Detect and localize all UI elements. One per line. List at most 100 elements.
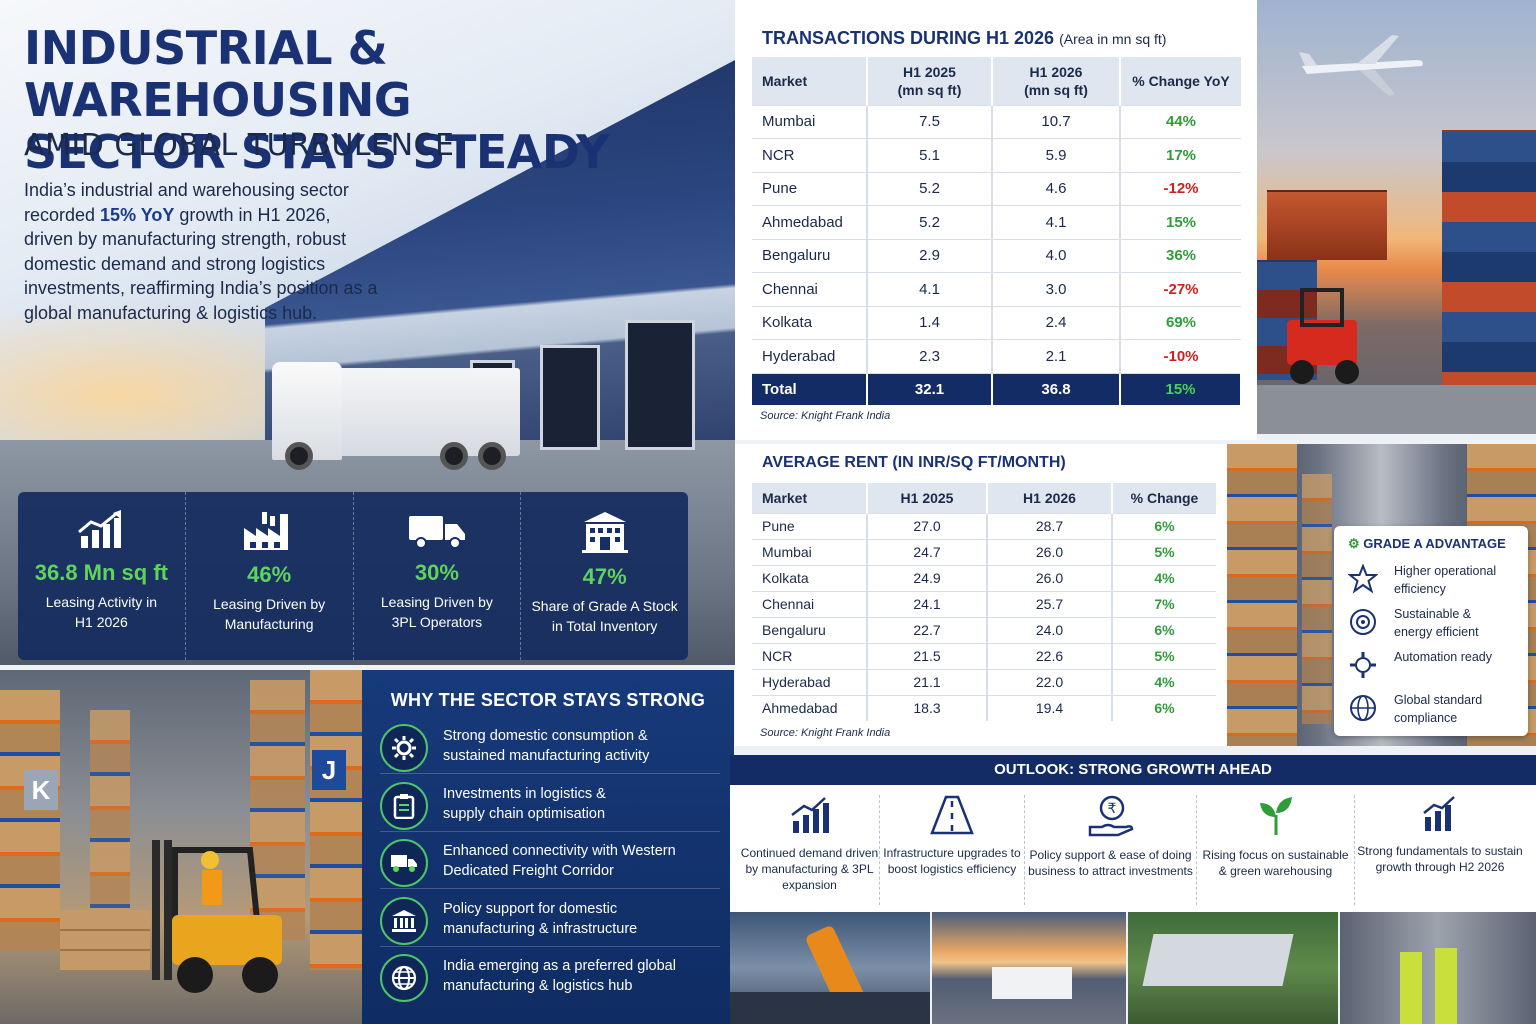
table-cell: 26.0: [987, 564, 1113, 591]
table-row: Bengaluru 22.7 24.0 6%: [752, 616, 1216, 643]
outlook-item-text: Strong fundamentals to sustain growth th…: [1357, 844, 1523, 874]
table-cell: 5%: [1112, 642, 1216, 669]
stat-card: 30% Leasing Driven by 3PL Operators: [354, 492, 522, 660]
table-cell: 44%: [1120, 104, 1241, 139]
table-cell: -12%: [1120, 171, 1241, 206]
grade-item-text: Higher operational efficiency: [1394, 564, 1497, 596]
table-cell: 15%: [1120, 372, 1242, 405]
warehouse-interior-photo: K J: [0, 670, 362, 1024]
conveyor: [730, 992, 930, 1024]
outlook-section: OUTLOOK: STRONG GROWTH AHEAD Continued d…: [730, 755, 1536, 912]
table-row: NCR 5.1 5.9 17%: [752, 138, 1241, 172]
table-cell: 4%: [1112, 668, 1216, 695]
why-item-text: India emerging as a preferred global man…: [443, 958, 676, 994]
stat-value: 30%: [414, 560, 459, 585]
table-cell: 7.5: [867, 104, 993, 139]
loading-dock: [540, 345, 600, 450]
loading-dock: [625, 320, 695, 450]
table-cell: 4.1: [867, 272, 993, 306]
why-item-text: Enhanced connectivity with Western Dedic…: [443, 843, 676, 879]
transactions-title-text: TRANSACTIONS DURING H1 2026: [762, 28, 1055, 48]
table-cell: 3.0: [992, 272, 1121, 306]
average-rent-table: Market H1 2025 H1 2026 % Change Pune 27.0…: [752, 483, 1216, 721]
stat-card: 47% Share of Grade A Stock in Total Inve…: [521, 492, 688, 660]
table-row: NCR 21.5 22.6 5%: [752, 642, 1216, 669]
table-cell: 36.8: [992, 372, 1121, 405]
growth-chart-icon: [790, 797, 829, 833]
grade-item-text: Global standard compliance: [1394, 693, 1483, 725]
why-item-text: Strong domestic consumption & sustained …: [443, 728, 650, 764]
storage-rack: [310, 670, 362, 970]
intro-highlight: 15% YoY: [100, 204, 175, 225]
freight-truck-icon: [380, 839, 428, 887]
column-header-text: H1 2025: [903, 63, 956, 80]
table-cell: 5.9: [992, 138, 1121, 172]
factory-icon: [244, 512, 289, 550]
table-cell: 24.9: [867, 564, 988, 591]
table-cell: 22.6: [987, 642, 1113, 669]
table-cell: Bengaluru: [752, 616, 868, 643]
table-cell: 24.1: [867, 590, 988, 617]
table-row: Kolkata 1.4 2.4 69%: [752, 305, 1241, 340]
table-row: Kolkata 24.9 26.0 4%: [752, 564, 1216, 591]
svg-text:₹: ₹: [1107, 801, 1116, 817]
column-header-unit: (mn sq ft): [1024, 81, 1088, 98]
table-cell: 25.7: [987, 590, 1113, 617]
table-cell: 26.0: [987, 538, 1113, 565]
table-cell: Mumbai: [752, 104, 868, 139]
why-item-text: Investments in logistics & supply chain …: [443, 786, 606, 822]
truck-wheel: [440, 442, 468, 470]
storage-rack: [1227, 444, 1297, 746]
truck-wheel: [478, 442, 506, 470]
star-icon: [1348, 564, 1378, 594]
table-cell: 17%: [1120, 138, 1241, 172]
column-header: Market: [752, 57, 868, 105]
why-item: Strong domestic consumption & sustained …: [380, 722, 720, 774]
rent-source: Source: Knight Frank India: [760, 727, 891, 739]
truck-icon: [408, 516, 465, 549]
automation-gear-icon: [1350, 652, 1376, 678]
factory-robot-photo: [730, 912, 930, 1024]
table-cell: 2.4: [992, 305, 1121, 340]
table-row: Hyderabad 2.3 2.1 -10%: [752, 339, 1241, 373]
table-cell: NCR: [752, 642, 868, 669]
table-row: Ahmedabad 5.2 4.1 15%: [752, 205, 1241, 239]
grade-title: ⚙ GRADE A ADVANTAGE: [1348, 536, 1506, 552]
outlook-item: Continued demand driven by manufacturing…: [740, 795, 880, 905]
table-row: Chennai 24.1 25.7 7%: [752, 590, 1216, 617]
gear-badge-icon: ⚙: [1348, 536, 1360, 551]
table-cell: 19.4: [987, 694, 1113, 721]
shipping-container: [1267, 190, 1387, 260]
government-building-icon: [380, 897, 428, 945]
table-cell: 6%: [1112, 694, 1216, 721]
why-sector-strong-panel: WHY THE SECTOR STAYS STRONG Strong domes…: [362, 670, 734, 1024]
grade-item-text: Automation ready: [1394, 650, 1492, 664]
title-line-1: INDUSTRIAL & WAREHOUSING: [24, 21, 412, 127]
table-cell: 15%: [1120, 205, 1241, 239]
table-cell: 4%: [1112, 564, 1216, 591]
table-cell: NCR: [752, 138, 868, 172]
why-item: Enhanced connectivity with Western Dedic…: [380, 837, 720, 889]
stat-value: 36.8 Mn sq ft: [34, 560, 168, 585]
truck-trailer: [330, 368, 520, 456]
building-icon: [581, 512, 628, 553]
forklift-illustration: [1287, 288, 1359, 384]
outlook-item: Strong fundamentals to sustain growth th…: [1355, 795, 1525, 905]
key-stats-panel: 36.8 Mn sq ft Leasing Activity in H1 202…: [18, 492, 688, 660]
table-cell: 2.3: [867, 339, 993, 373]
outlook-item: ₹ Policy support & ease of doing busines…: [1025, 795, 1197, 905]
column-header: H1 2025: [867, 483, 988, 513]
table-cell: 2.9: [867, 238, 993, 273]
stat-label: Leasing Driven by 3PL Operators: [380, 594, 493, 630]
table-cell: Pune: [752, 512, 868, 539]
intro-paragraph: India’s industrial and warehousing secto…: [24, 178, 384, 325]
table-cell: 21.5: [867, 642, 988, 669]
table-cell: 5.1: [867, 138, 993, 172]
column-header: % Change: [1112, 483, 1216, 513]
transactions-section: TRANSACTIONS DURING H1 2026 (Area in mn …: [735, 0, 1257, 440]
column-header: Market: [752, 483, 868, 513]
page-subtitle: AMID GLOBAL TURBULENCE: [24, 128, 455, 163]
table-cell: 36%: [1120, 238, 1241, 273]
table-row: Mumbai 24.7 26.0 5%: [752, 538, 1216, 565]
table-cell: Chennai: [752, 590, 868, 617]
